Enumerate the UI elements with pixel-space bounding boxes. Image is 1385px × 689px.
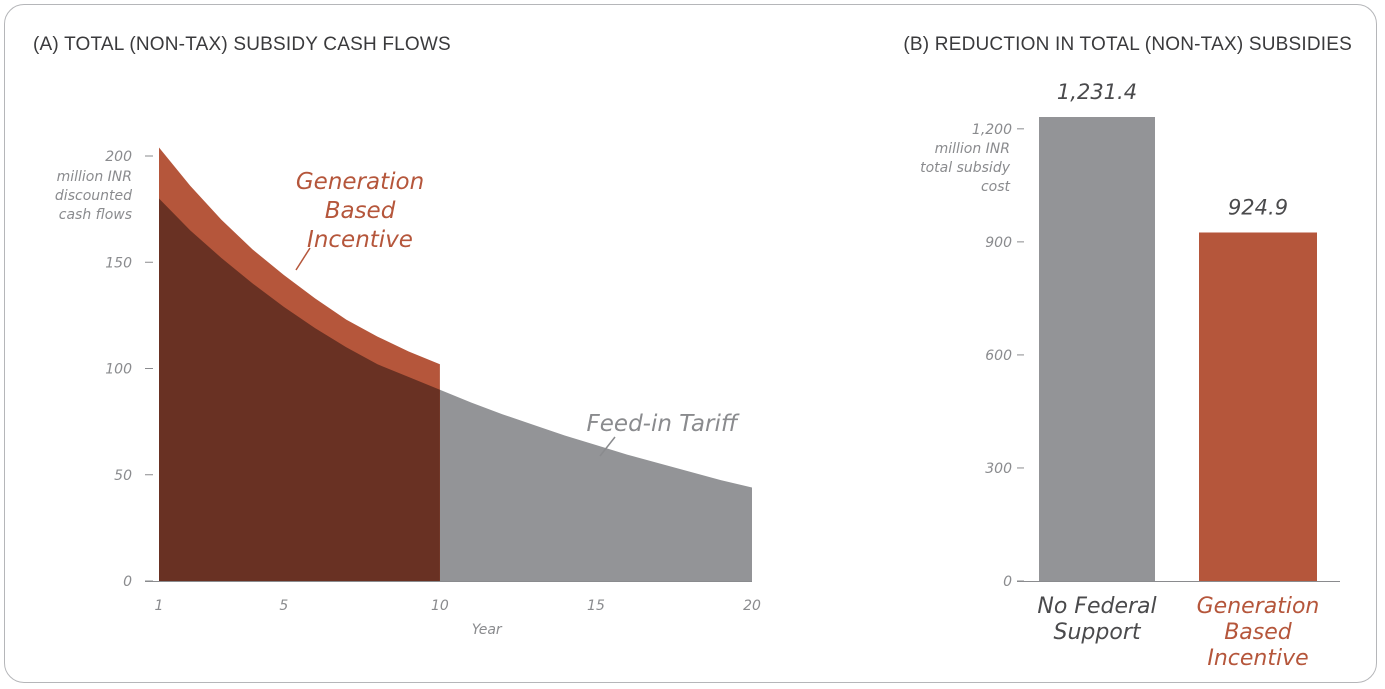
gbi-annotation: Generation: [296, 169, 424, 195]
x-tick-label: 20: [743, 598, 761, 614]
y-tick-label: 200: [105, 149, 132, 165]
bar: [1039, 117, 1155, 581]
y-tick-label: 50: [114, 468, 132, 484]
gbi-annotation: Based: [325, 198, 396, 224]
chart-frame: [4, 4, 1377, 683]
bar-y-tick-label: 900: [985, 235, 1012, 251]
y-tick-label: 0: [123, 574, 132, 590]
gbi-annotation: Incentive: [307, 227, 413, 253]
bar-category-label: Generation: [1197, 594, 1320, 619]
bar-y-tick-label: 0: [1003, 574, 1012, 590]
bar-y-axis-label: million INR: [935, 141, 1010, 157]
bar-category-label: No Federal: [1037, 594, 1156, 619]
bar-category-label: Incentive: [1207, 646, 1308, 671]
bar-y-tick-label: 600: [985, 348, 1012, 364]
y-tick-label: 100: [105, 362, 132, 378]
bar: [1199, 232, 1317, 581]
panel-b-title: (B) REDUCTION IN TOTAL (NON-TAX) SUBSIDI…: [903, 34, 1352, 55]
y-axis-label: discounted: [55, 188, 132, 204]
overlap-area: [159, 198, 440, 581]
x-tick-label: 1: [155, 598, 164, 614]
y-tick-label: 150: [105, 255, 132, 271]
x-tick-label: 15: [587, 598, 605, 614]
gbi-leader-line: [295, 247, 311, 271]
fit-leader-line: [599, 436, 616, 457]
bar-category-label: Support: [1054, 620, 1142, 645]
bar-category-label: Based: [1224, 620, 1293, 645]
x-tick-label: 10: [431, 598, 449, 614]
x-axis-label: Year: [472, 622, 503, 638]
bar-y-axis-label: cost: [981, 179, 1011, 195]
panel-a-title: (A) TOTAL (NON-TAX) SUBSIDY CASH FLOWS: [33, 34, 451, 55]
x-tick-label: 5: [279, 598, 288, 614]
y-axis-label: million INR: [57, 169, 132, 185]
bar-data-label: 924.9: [1228, 195, 1288, 219]
bar-y-tick-label: 1,200: [972, 122, 1012, 138]
bar-y-axis-label: total subsidy: [920, 160, 1011, 176]
bar-y-tick-label: 300: [985, 461, 1012, 477]
bar-data-label: 1,231.4: [1057, 80, 1137, 104]
fit-annotation: Feed-in Tariff: [587, 411, 740, 437]
y-axis-label: cash flows: [59, 207, 132, 223]
